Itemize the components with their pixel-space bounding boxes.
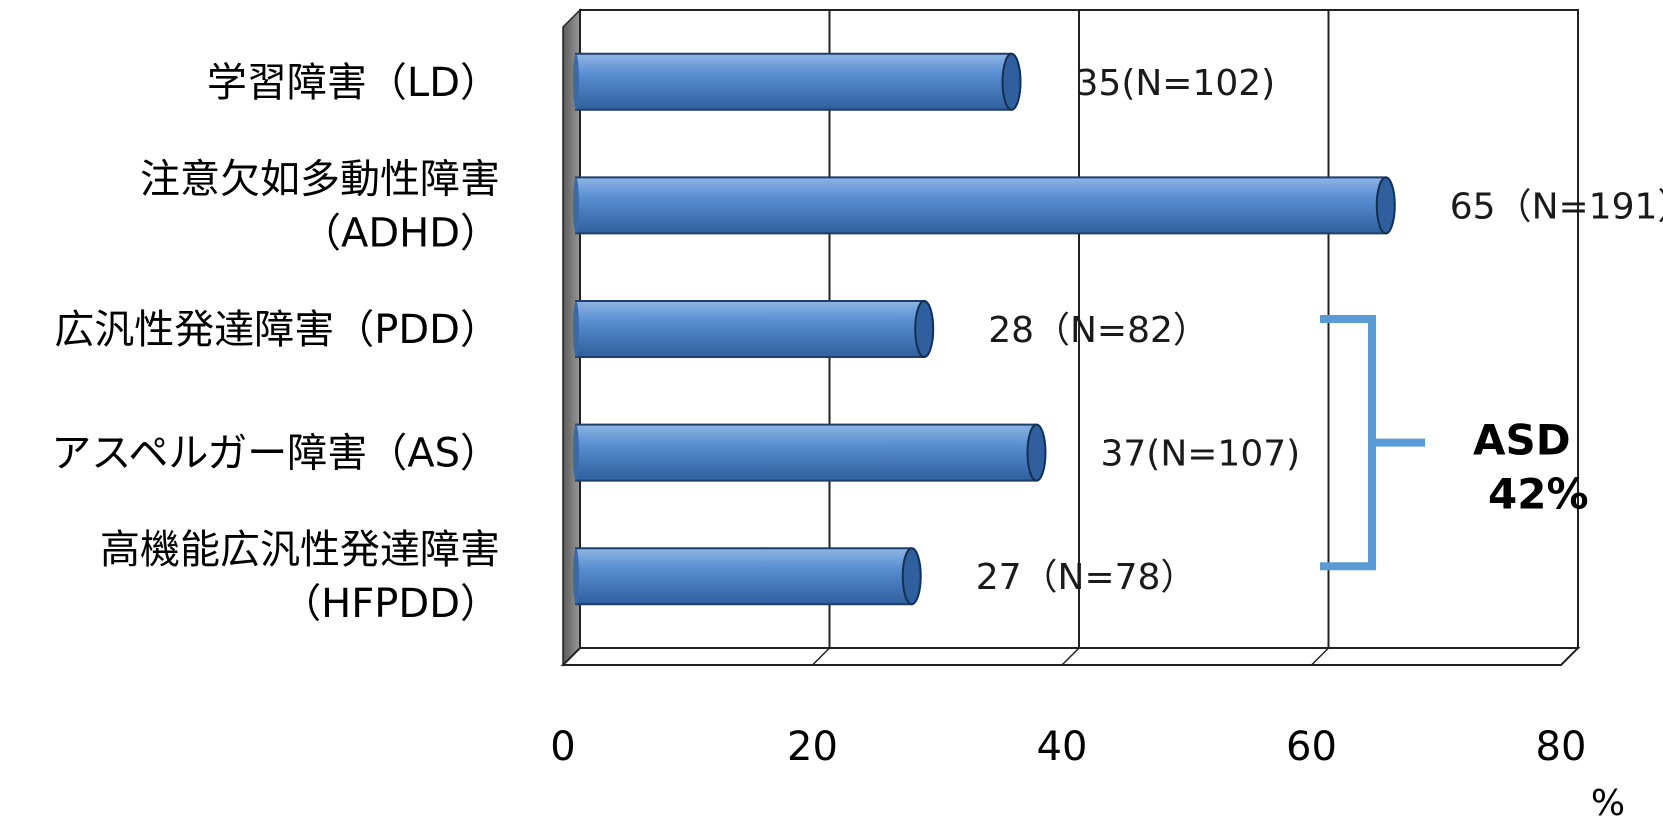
tick-label: 60	[1286, 724, 1337, 770]
category-label: （HFPDD）	[281, 581, 500, 627]
bar-body	[575, 52, 1013, 111]
tick-label: 0	[550, 724, 575, 770]
category-label: 高機能広汎性発達障害	[100, 527, 500, 573]
bar	[573, 300, 935, 358]
bar	[573, 547, 922, 606]
x-axis-ticks: 0 20 40 60 80	[550, 724, 1586, 770]
bar-body	[575, 300, 926, 358]
bars-layer: 35(N=102) 65（N=191） 28（N=82） 37(N=107) 27（N=…	[573, 52, 1663, 606]
category-label: 広汎性発達障害（PDD）	[54, 307, 500, 353]
tick-label: 80	[1536, 724, 1587, 770]
tick-label: 20	[787, 724, 838, 770]
bar-start-cap	[573, 548, 579, 605]
bracket-label: ASD	[1473, 416, 1571, 465]
data-label: 27（N=78）	[976, 557, 1197, 598]
bracket-label: 42%	[1488, 470, 1589, 519]
bar-body	[575, 176, 1387, 235]
category-label: 注意欠如多動性障害	[140, 156, 500, 202]
category-label: （ADHD）	[301, 210, 500, 256]
bar	[573, 52, 1022, 111]
data-label: 28（N=82）	[988, 310, 1209, 351]
floor-tick	[811, 647, 831, 666]
category-label: アスペルガー障害（AS）	[51, 431, 500, 477]
bar-body	[575, 423, 1038, 482]
x-axis-unit: %	[1591, 783, 1625, 824]
floor-tick	[562, 647, 581, 666]
tick-label: 40	[1037, 724, 1088, 770]
bracket-line	[1320, 315, 1425, 571]
category-labels: 学習障害（LD） 注意欠如多動性障害 （ADHD） 広汎性発達障害（PDD） アスペルガ…	[51, 60, 500, 627]
bar-end-cap	[901, 547, 922, 606]
bar-start-cap	[573, 53, 579, 110]
bar-start-cap	[573, 301, 579, 357]
bar-end-cap	[914, 300, 935, 358]
bar-end-cap	[1026, 423, 1047, 482]
bar-start-cap	[573, 424, 579, 481]
bar-end-cap	[1001, 52, 1022, 111]
floor-tick	[1061, 647, 1080, 666]
floor-tick	[1310, 647, 1330, 666]
data-label: 65（N=191）	[1450, 186, 1663, 227]
data-label: 35(N=102)	[1076, 63, 1276, 104]
bar-body	[575, 547, 913, 606]
bar	[573, 176, 1396, 235]
bar-start-cap	[573, 177, 579, 234]
bar-end-cap	[1375, 176, 1396, 235]
floor-tick	[1560, 647, 1579, 666]
category-label: 学習障害（LD）	[207, 60, 500, 106]
asd-bracket: ASD 42%	[1320, 315, 1589, 571]
bar	[573, 423, 1047, 482]
data-label: 37(N=107)	[1100, 434, 1300, 475]
